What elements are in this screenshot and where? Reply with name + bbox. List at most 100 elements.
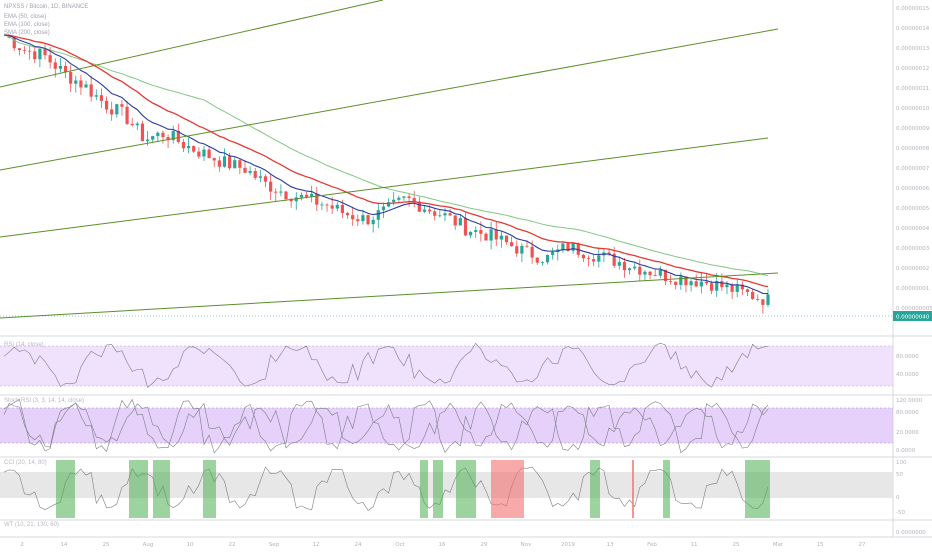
candle-body [43,48,47,56]
candle-body [561,243,565,250]
candle-body [704,281,709,284]
wt-label: WT (10, 21, 130, 60) [4,522,59,528]
candle-body [176,130,180,143]
trendline-1 [0,0,384,88]
candle-body [725,284,729,288]
candle-body [597,255,601,262]
price-tick-label: 0.00000009 [896,126,930,132]
bullish-zone [203,460,216,518]
candle-body [115,104,119,115]
candle-body [361,215,365,222]
cci-tick: 0 [896,495,900,501]
candle-body [469,231,473,236]
price-tick-label: 0.00000006 [896,186,930,192]
candle-body [38,48,42,60]
candle-body [340,204,345,213]
candle-body [222,156,227,167]
candle-body [571,243,575,251]
candle-body [586,258,591,260]
candle-body [658,269,662,276]
candle-body [94,95,98,97]
bearish-zone [491,460,524,518]
candle-body [63,65,68,73]
candle-body [643,271,647,275]
time-tick-label: 2 [20,542,24,548]
candle-body [745,289,750,292]
candle-body [89,84,93,97]
price-tick-label: 0.000000005 [896,306,932,312]
candle-body [84,84,88,88]
rsi-tick: 40.0000 [896,372,919,378]
price-tick-label: 0.00000015 [896,6,930,12]
candles [7,34,770,314]
candle-body [315,193,319,205]
candle-body [320,204,324,206]
time-tick-label: Oct [395,542,405,548]
candle-body [135,123,139,126]
candle-body [433,211,437,216]
candle-body [325,204,329,206]
price-tick-label: 0.00000004 [896,226,930,232]
candle-body [397,197,401,200]
candle-body [202,149,206,157]
candle-body [751,291,755,300]
bullish-zone [663,460,670,518]
time-tick-label: 15 [817,542,824,548]
candle-body [453,215,457,226]
price-tick-label: 0.00000002 [896,266,929,272]
stoch-tick: 0.0000 [896,448,916,454]
candle-body [110,109,114,115]
price-tick-label: 0.00000012 [896,66,929,72]
time-tick-label: 27 [859,542,866,548]
cci-tick: -50 [896,510,905,516]
candle-body [22,50,27,51]
candle-body [376,210,380,220]
time-tick-label: 29 [481,542,488,548]
candle-body [617,262,621,266]
candle-body [735,284,739,292]
candle-body [535,257,539,263]
candle-body [592,259,596,262]
ema100-line [3,34,769,288]
candle-body [17,48,21,51]
candle-body [674,281,678,285]
candle-body [740,284,744,290]
price-tick-label: 0.00000005 [896,206,930,212]
candle-body [510,242,514,247]
candle-body [540,262,544,264]
price-tick-label: 0.00000001 [896,286,929,292]
ema50-line [3,34,769,295]
candle-body [576,243,580,255]
wt-tick: 0.0000000 [896,530,926,536]
candle-body [392,199,396,203]
sma200-line [3,34,769,277]
candle-body [427,209,432,212]
candle-body [161,132,165,138]
stoch-tick: 20.0000 [896,430,919,436]
stoch-band [0,408,893,443]
time-tick-label: 2019 [561,542,575,548]
candle-body [699,281,703,287]
candle-body [330,205,334,209]
price-tick-label: 0.00000007 [896,166,930,172]
candle-body [99,95,104,101]
candle-body [238,160,242,168]
time-tick-label: 11 [691,542,698,548]
candle-body [438,215,442,217]
candle-body [448,213,452,216]
candle-body [263,176,268,182]
candle-body [679,276,683,285]
candle-body [181,142,186,149]
current-price-label: 0.00000040 [896,315,930,321]
stoch-tick: 80.0000 [896,410,919,416]
stoch-k-line [3,398,769,454]
price-tick-label: 0.00000011 [896,86,929,92]
time-tick-label: 24 [355,542,362,548]
candle-body [612,253,616,266]
bullish-zone [420,460,428,518]
candle-body [258,176,262,178]
sma200-legend: SMA (200, close) [4,30,50,36]
candle-body [381,206,386,211]
candle-body [474,230,478,232]
